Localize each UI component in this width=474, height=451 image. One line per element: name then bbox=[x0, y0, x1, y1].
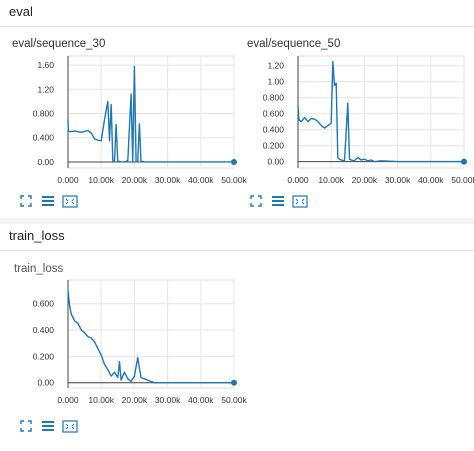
x-tick-label: 40.00k bbox=[418, 175, 444, 185]
x-tick-label: 10.00k bbox=[318, 175, 344, 185]
y-tick-label: 0.600 bbox=[263, 109, 285, 119]
expand-icon[interactable] bbox=[248, 194, 264, 208]
x-tick-label: 30.00k bbox=[155, 175, 181, 185]
chart-title: eval/sequence_50 bbox=[247, 38, 341, 50]
x-tick-label: 50.00k bbox=[221, 175, 247, 185]
x-tick-label: 0.000 bbox=[57, 175, 79, 185]
section-header-train-loss[interactable]: train_loss bbox=[0, 224, 474, 251]
expand-icon[interactable] bbox=[18, 419, 34, 433]
x-tick-label: 50.00k bbox=[221, 395, 247, 405]
x-tick-label: 30.00k bbox=[155, 395, 181, 405]
fit-domain-icon[interactable] bbox=[62, 194, 78, 208]
section-divider bbox=[0, 218, 474, 224]
y-tick-label: 1.20 bbox=[37, 84, 54, 94]
y-tick-label: 0.400 bbox=[33, 133, 55, 143]
y-tick-label: 0.200 bbox=[263, 141, 285, 151]
chart-title: train_loss bbox=[14, 263, 64, 275]
y-tick-label: 0.00 bbox=[37, 157, 54, 167]
plot-area bbox=[297, 55, 465, 169]
series-line bbox=[67, 290, 234, 384]
chart-eval-sequence-30[interactable]: 0.00 0.400 0.800 1.20 1.60 0.000 10.00k 20.00k 3… bbox=[8, 52, 248, 220]
chart-train-loss[interactable]: 0.00 0.200 0.400 0.600 0.000 10.00k 20.00k 30.0… bbox=[8, 276, 248, 436]
y-tick-label: 0.800 bbox=[263, 93, 285, 103]
plot-area bbox=[67, 279, 235, 389]
x-tick-label: 40.00k bbox=[188, 395, 214, 405]
section-header-eval[interactable]: eval bbox=[0, 0, 474, 27]
y-tick-label: 0.400 bbox=[33, 325, 55, 335]
series-end-point bbox=[231, 379, 237, 386]
x-tick-label: 0.000 bbox=[287, 175, 309, 185]
series-line bbox=[297, 60, 464, 163]
chart-title: eval/sequence_30 bbox=[12, 38, 106, 50]
y-tick-label: 0.600 bbox=[33, 299, 55, 309]
series-end-point bbox=[231, 158, 237, 165]
chart-toolbar bbox=[248, 194, 308, 208]
x-tick-label: 50.00k bbox=[451, 175, 474, 185]
fit-domain-icon[interactable] bbox=[62, 419, 78, 433]
chart-toolbar bbox=[18, 194, 78, 208]
list-icon[interactable] bbox=[270, 194, 286, 208]
chart-toolbar bbox=[18, 419, 78, 433]
list-icon[interactable] bbox=[40, 194, 56, 208]
y-tick-label: 1.00 bbox=[267, 77, 284, 87]
section-title: train_loss bbox=[9, 228, 65, 243]
x-tick-label: 30.00k bbox=[385, 175, 411, 185]
y-tick-label: 1.20 bbox=[267, 61, 284, 71]
x-tick-label: 0.000 bbox=[57, 395, 79, 405]
x-tick-label: 20.00k bbox=[352, 175, 378, 185]
x-tick-label: 10.00k bbox=[88, 175, 114, 185]
y-tick-label: 0.00 bbox=[267, 157, 284, 167]
x-tick-label: 10.00k bbox=[88, 395, 114, 405]
y-tick-label: 0.400 bbox=[263, 125, 285, 135]
plot-area bbox=[67, 55, 235, 169]
x-tick-label: 20.00k bbox=[122, 175, 148, 185]
chart-eval-sequence-50[interactable]: 0.00 0.200 0.400 0.600 0.800 1.00 1.20 0.000 10.… bbox=[240, 52, 474, 220]
y-tick-label: 1.60 bbox=[37, 60, 54, 70]
x-tick-label: 40.00k bbox=[188, 175, 214, 185]
x-tick-label: 20.00k bbox=[122, 395, 148, 405]
expand-icon[interactable] bbox=[18, 194, 34, 208]
y-tick-label: 0.800 bbox=[33, 109, 55, 119]
y-tick-label: 0.200 bbox=[33, 351, 55, 361]
series-end-point bbox=[461, 158, 467, 165]
fit-domain-icon[interactable] bbox=[292, 194, 308, 208]
series-line bbox=[67, 65, 234, 163]
list-icon[interactable] bbox=[40, 419, 56, 433]
y-tick-label: 0.00 bbox=[37, 378, 54, 388]
section-title: eval bbox=[9, 4, 33, 19]
